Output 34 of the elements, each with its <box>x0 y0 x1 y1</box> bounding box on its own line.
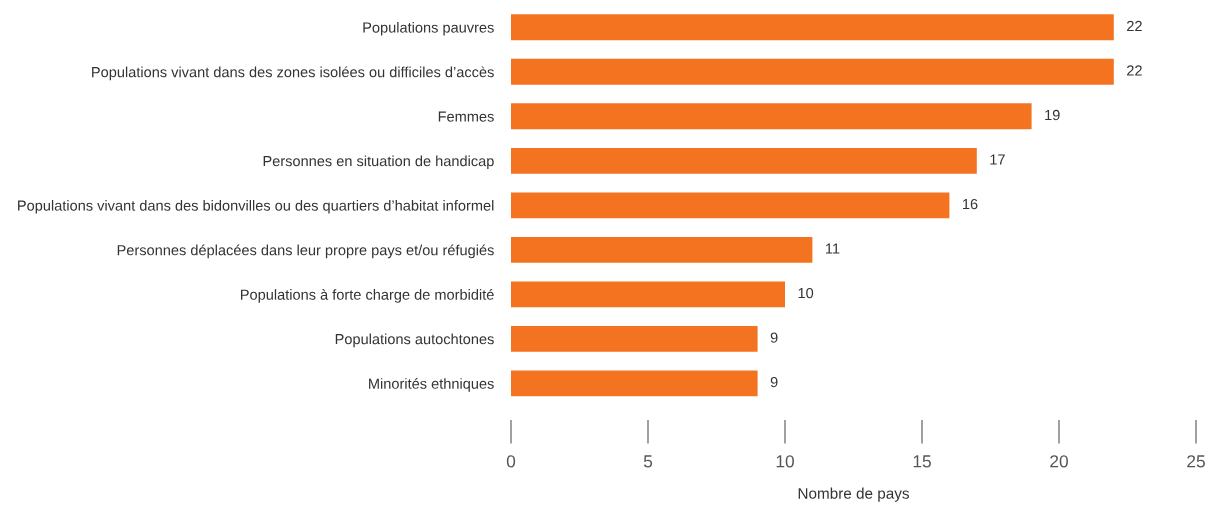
data-label: 16 <box>963 198 978 210</box>
data-label: 9 <box>770 332 778 343</box>
y-tick-label: Personnes déplacées dans leur propre pays et/ou réfugiés <box>117 244 494 259</box>
y-tick-label: Populations pauvres <box>363 21 494 36</box>
bar <box>511 192 950 219</box>
x-tick-label: 0 <box>506 455 516 468</box>
y-tick-label: Personnes en situation de handicap <box>263 155 494 170</box>
bar <box>511 370 758 397</box>
bar <box>511 103 1032 130</box>
bar <box>511 14 1114 41</box>
x-axis-title: Nombre de pays <box>798 487 909 502</box>
data-label: 11 <box>826 243 840 254</box>
bar <box>511 325 758 352</box>
bar <box>511 58 1114 85</box>
data-label: 10 <box>798 287 814 299</box>
data-label: 17 <box>990 154 1005 165</box>
x-tick-label: 15 <box>913 455 931 468</box>
data-label: 9 <box>770 376 778 388</box>
y-tick-label: Populations autochtones <box>335 333 494 348</box>
y-tick-label: Populations à forte charge de morbidité <box>241 288 494 303</box>
y-tick-label: Populations vivant dans des zones isolées ou difficiles d’accès <box>92 66 494 81</box>
data-label: 19 <box>1045 109 1060 121</box>
x-tick-label: 25 <box>1187 455 1205 468</box>
data-label: 22 <box>1127 65 1142 76</box>
bar <box>511 147 977 174</box>
x-tick-label: 5 <box>643 455 653 468</box>
y-tick-label: Populations vivant dans des bidonvilles ou des quartiers d’habitat informel <box>18 200 494 214</box>
data-label: 22 <box>1127 20 1142 32</box>
y-tick-label: Femmes <box>438 111 494 122</box>
bar <box>511 236 813 263</box>
bar <box>511 281 785 308</box>
y-tick-label: Minorités ethniques <box>369 377 494 392</box>
x-tick-label: 20 <box>1050 455 1068 468</box>
x-tick-label: 10 <box>776 455 794 468</box>
